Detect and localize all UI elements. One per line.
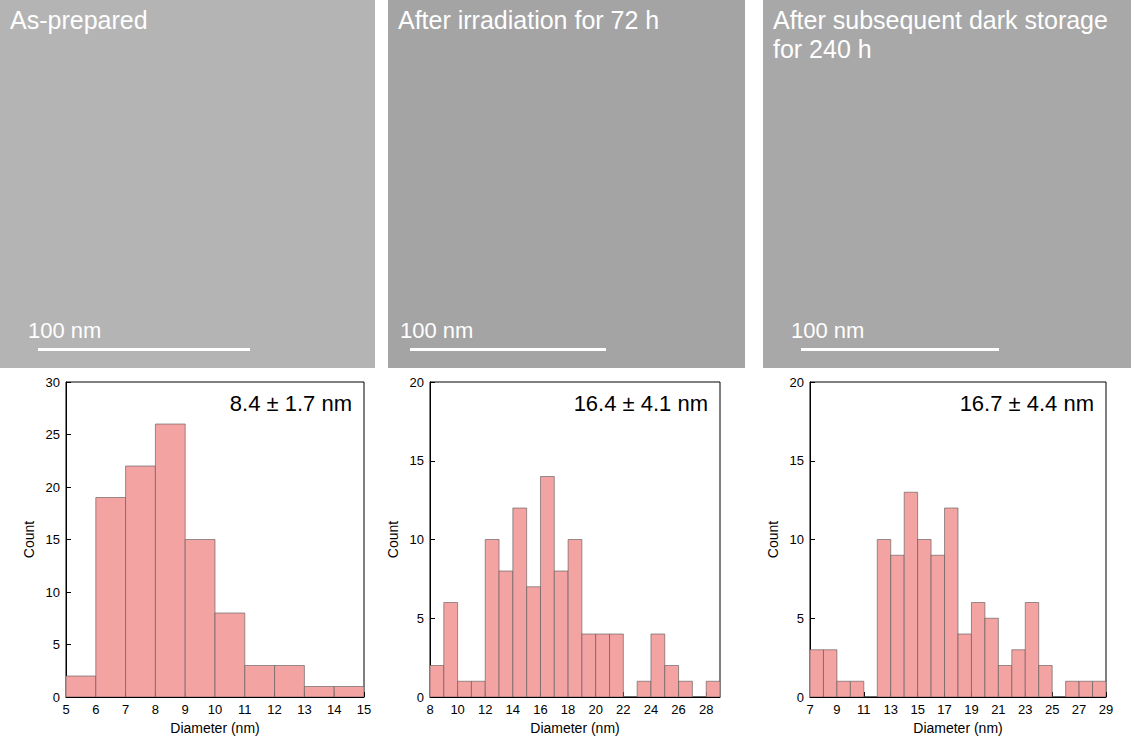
svg-text:Diameter (nm): Diameter (nm): [170, 720, 259, 736]
svg-text:15: 15: [46, 532, 60, 547]
svg-text:19: 19: [964, 702, 978, 717]
svg-text:15: 15: [910, 702, 924, 717]
svg-text:16.7 ± 4.4 nm: 16.7 ± 4.4 nm: [960, 391, 1094, 416]
svg-text:20: 20: [588, 702, 602, 717]
svg-text:0: 0: [53, 690, 60, 705]
html-text:After subsequent dark storage: After subsequent dark storage for 240 h: [773, 6, 1108, 63]
svg-text:29: 29: [1099, 702, 1113, 717]
svg-text:Diameter (nm): Diameter (nm): [913, 720, 1002, 736]
svg-text:7: 7: [122, 702, 129, 717]
svg-text:12: 12: [267, 702, 281, 717]
svg-text:10: 10: [450, 702, 464, 717]
svg-text:15: 15: [790, 453, 804, 468]
svg-text:10: 10: [208, 702, 222, 717]
svg-text:26: 26: [671, 702, 685, 717]
svg-text:27: 27: [1072, 702, 1086, 717]
svg-text:28: 28: [699, 702, 713, 717]
svg-text:Count: Count: [765, 521, 781, 558]
svg-text:6: 6: [92, 702, 99, 717]
svg-text:15: 15: [410, 453, 424, 468]
svg-text:20: 20: [790, 375, 804, 390]
svg-text:5: 5: [417, 611, 424, 626]
svg-text:30: 30: [46, 375, 60, 390]
svg-text:5: 5: [62, 702, 69, 717]
svg-text:9: 9: [182, 702, 189, 717]
svg-text:25: 25: [46, 427, 60, 442]
svg-text:0: 0: [797, 690, 804, 705]
svg-text:10: 10: [46, 585, 60, 600]
svg-text:11: 11: [857, 702, 871, 717]
svg-text:25: 25: [1045, 702, 1059, 717]
html-text:100 nm: 100 nm: [400, 318, 474, 343]
svg-text:16.4 ± 4.1 nm: 16.4 ± 4.1 nm: [574, 391, 708, 416]
svg-text:23: 23: [1018, 702, 1032, 717]
svg-text:16: 16: [533, 702, 547, 717]
svg-text:12: 12: [478, 702, 492, 717]
svg-text:17: 17: [937, 702, 951, 717]
svg-text:24: 24: [644, 702, 658, 717]
svg-text:10: 10: [790, 532, 804, 547]
svg-text:15: 15: [357, 702, 371, 717]
svg-text:Count: Count: [385, 521, 401, 558]
html-text:100 nm: 100 nm: [28, 318, 102, 343]
svg-text:11: 11: [238, 702, 252, 717]
svg-text:Count: Count: [21, 521, 37, 558]
html-text:As-prepared: As-prepared: [10, 6, 148, 34]
svg-text:8: 8: [426, 702, 433, 717]
svg-text:20: 20: [410, 375, 424, 390]
svg-text:20: 20: [46, 480, 60, 495]
svg-text:8.4 ± 1.7 nm: 8.4 ± 1.7 nm: [230, 391, 352, 416]
svg-text:5: 5: [797, 611, 804, 626]
svg-text:8: 8: [152, 702, 159, 717]
svg-text:9: 9: [833, 702, 840, 717]
svg-text:14: 14: [327, 702, 341, 717]
svg-text:18: 18: [561, 702, 575, 717]
svg-text:7: 7: [806, 702, 813, 717]
svg-text:13: 13: [883, 702, 897, 717]
svg-text:13: 13: [297, 702, 311, 717]
html-text:After irradiation for 72 h: After irradiation for 72 h: [398, 6, 660, 34]
svg-text:22: 22: [616, 702, 630, 717]
html-text:100 nm: 100 nm: [791, 318, 865, 343]
svg-text:21: 21: [991, 702, 1005, 717]
svg-text:14: 14: [506, 702, 520, 717]
svg-text:10: 10: [410, 532, 424, 547]
svg-text:5: 5: [53, 637, 60, 652]
svg-text:Diameter (nm): Diameter (nm): [530, 720, 619, 736]
svg-text:0: 0: [417, 690, 424, 705]
